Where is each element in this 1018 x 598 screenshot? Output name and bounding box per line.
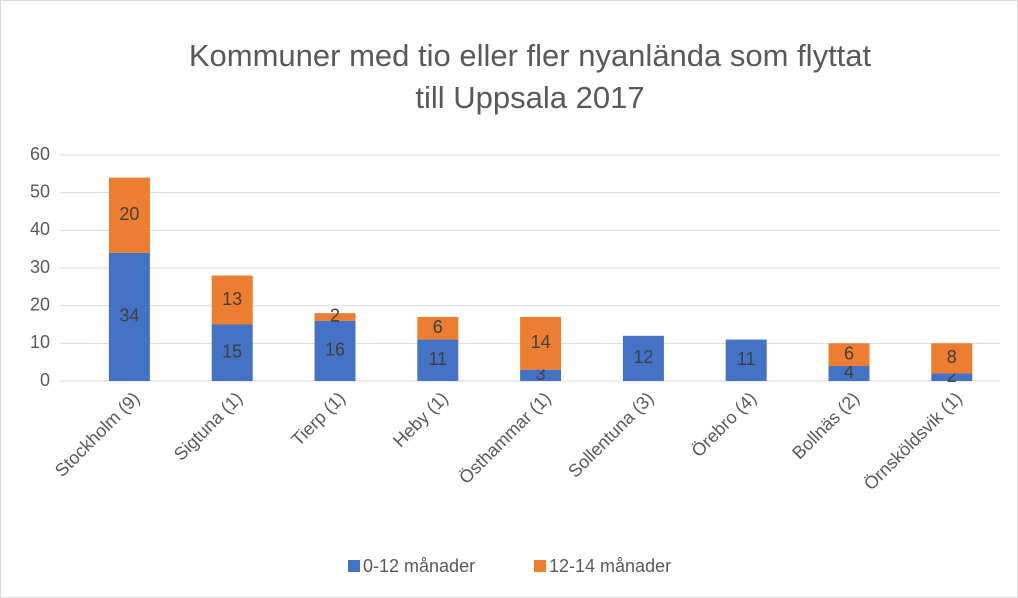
data-label: 8 xyxy=(947,347,957,367)
data-label: 14 xyxy=(531,332,551,352)
bar-segment xyxy=(520,316,562,370)
legend-swatch xyxy=(348,560,360,572)
bar-segment xyxy=(211,324,253,381)
bar-segment xyxy=(520,369,562,381)
data-label: 4 xyxy=(844,362,854,382)
y-tick-label: 20 xyxy=(30,294,50,314)
bar-segment xyxy=(828,365,870,381)
legend-label: 12-14 månader xyxy=(549,556,671,576)
y-tick-label: 40 xyxy=(30,219,50,239)
data-label: 6 xyxy=(433,317,443,337)
legend-swatch xyxy=(534,560,546,572)
data-label: 6 xyxy=(844,343,854,363)
data-label: 15 xyxy=(222,342,242,362)
y-tick-label: 30 xyxy=(30,257,50,277)
data-label: 20 xyxy=(119,204,139,224)
bar-segment xyxy=(314,320,356,381)
y-tick-label: 10 xyxy=(30,332,50,352)
bar-segment xyxy=(931,343,973,374)
data-label: 2 xyxy=(330,306,340,326)
bar-segment xyxy=(108,252,150,381)
data-label: 13 xyxy=(222,289,242,309)
bar-segment xyxy=(314,313,356,321)
bar-segment xyxy=(108,177,150,253)
bar-segment xyxy=(622,335,664,381)
data-label: 12 xyxy=(633,347,653,367)
bar-segment xyxy=(211,275,253,325)
y-tick-label: 60 xyxy=(30,144,50,164)
chart-title: Kommuner med tio eller fler nyanlända so… xyxy=(189,38,872,73)
y-tick-label: 50 xyxy=(30,181,50,201)
bar-segment xyxy=(828,343,870,366)
data-label: 34 xyxy=(119,306,139,326)
data-label: 11 xyxy=(428,349,447,369)
bar-segment xyxy=(725,339,767,381)
bar-segment xyxy=(417,316,459,340)
legend-label: 0-12 månader xyxy=(363,556,475,576)
data-label: 11 xyxy=(737,349,756,369)
bar-segment xyxy=(417,339,459,381)
chart-title: till Uppsala 2017 xyxy=(415,80,644,115)
bar-segment xyxy=(931,373,973,381)
data-label: 3 xyxy=(536,364,546,384)
data-label: 2 xyxy=(947,366,957,386)
data-label: 16 xyxy=(325,340,345,360)
y-tick-label: 0 xyxy=(40,370,50,390)
